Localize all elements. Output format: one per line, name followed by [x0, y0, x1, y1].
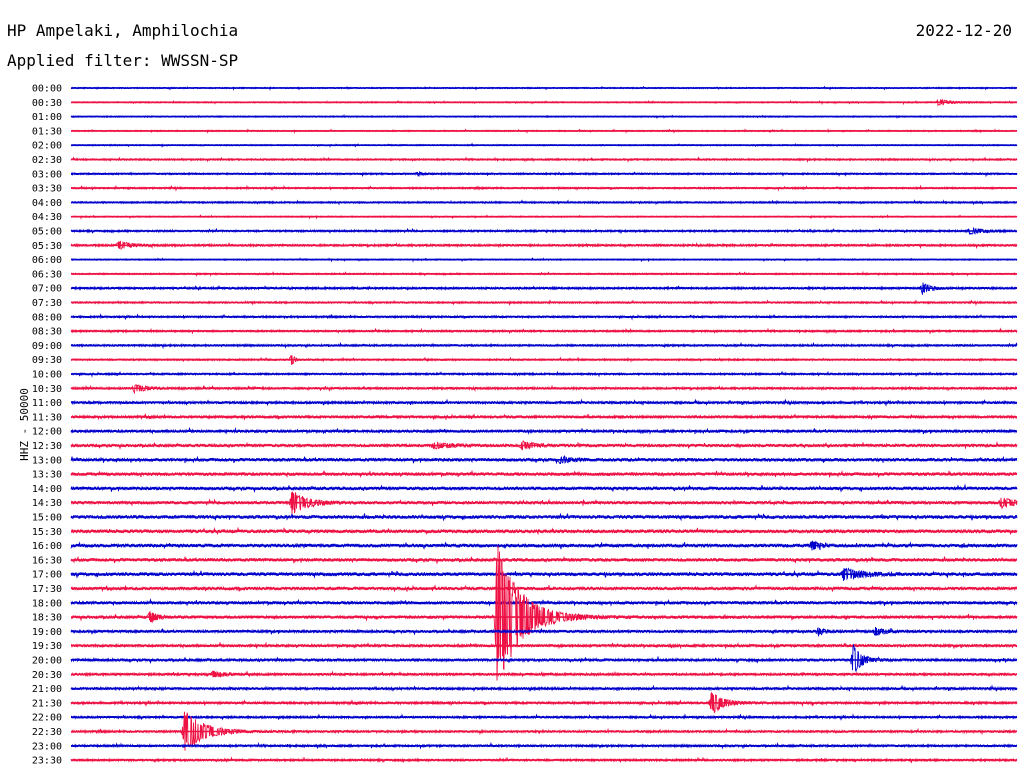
- time-tick-label: 15:00: [32, 513, 62, 524]
- time-tick-label: 16:00: [32, 541, 62, 552]
- time-tick-label: 18:00: [32, 598, 62, 609]
- time-tick-label: 07:30: [32, 298, 62, 309]
- trace-line: [70, 626, 1018, 638]
- time-tick-label: 03:00: [32, 169, 62, 180]
- time-tick-label: 10:00: [32, 370, 62, 381]
- time-tick-label: 12:30: [32, 441, 62, 452]
- trace-line: [70, 643, 1018, 673]
- time-tick-label: 20:00: [32, 656, 62, 667]
- trace-line: [70, 240, 1018, 251]
- time-tick-label: 00:00: [32, 84, 62, 95]
- time-tick-label: 14:00: [32, 484, 62, 495]
- time-tick-label: 13:30: [32, 470, 62, 481]
- time-tick-label: 15:30: [32, 527, 62, 538]
- time-tick-label: 05:30: [32, 241, 62, 252]
- time-tick-label: 00:30: [32, 98, 62, 109]
- time-tick-label: 19:30: [32, 641, 62, 652]
- time-tick-label: 17:00: [32, 570, 62, 581]
- time-tick-label: 18:30: [32, 613, 62, 624]
- time-tick-label: 11:30: [32, 412, 62, 423]
- time-tick-label: 01:00: [32, 112, 62, 123]
- filter-label: Applied filter: WWSSN-SP: [7, 51, 239, 70]
- time-tick-label: 02:00: [32, 141, 62, 152]
- trace-line: [70, 641, 1018, 650]
- time-tick-label: 01:30: [32, 126, 62, 137]
- time-tick-label: 02:30: [32, 155, 62, 166]
- time-tick-label: 19:00: [32, 627, 62, 638]
- time-tick-label: 09:30: [32, 355, 62, 366]
- time-tick-label: 08:00: [32, 312, 62, 323]
- date-label: 2022-12-20: [915, 21, 1012, 40]
- trace-line: [70, 398, 1018, 407]
- time-tick-label: 08:30: [32, 327, 62, 338]
- trace-line: [70, 483, 1018, 494]
- time-tick-label: 12:00: [32, 427, 62, 438]
- time-tick-label: 07:00: [32, 284, 62, 295]
- time-tick-label: 04:30: [32, 212, 62, 223]
- time-tick-label: 09:00: [32, 341, 62, 352]
- time-tick-label: 22:30: [32, 727, 62, 738]
- time-tick-label: 23:00: [32, 741, 62, 752]
- time-tick-label: 14:30: [32, 498, 62, 509]
- time-tick-label: 03:30: [32, 184, 62, 195]
- time-tick-label: 21:00: [32, 684, 62, 695]
- time-tick-label: 23:30: [32, 756, 62, 767]
- time-tick-label: 20:30: [32, 670, 62, 681]
- time-tick-label: 16:30: [32, 555, 62, 566]
- time-tick-label: 11:00: [32, 398, 62, 409]
- time-tick-label: 22:00: [32, 713, 62, 724]
- time-tick-label: 06:30: [32, 269, 62, 280]
- station-title: HP Ampelaki, Amphilochia: [7, 21, 239, 40]
- time-tick-label: 13:00: [32, 455, 62, 466]
- time-tick-label: 10:30: [32, 384, 62, 395]
- time-tick-label: 06:00: [32, 255, 62, 266]
- time-tick-label: 05:00: [32, 227, 62, 238]
- time-tick-label: 17:30: [32, 584, 62, 595]
- time-tick-label: 04:00: [32, 198, 62, 209]
- time-tick-label: 21:30: [32, 698, 62, 709]
